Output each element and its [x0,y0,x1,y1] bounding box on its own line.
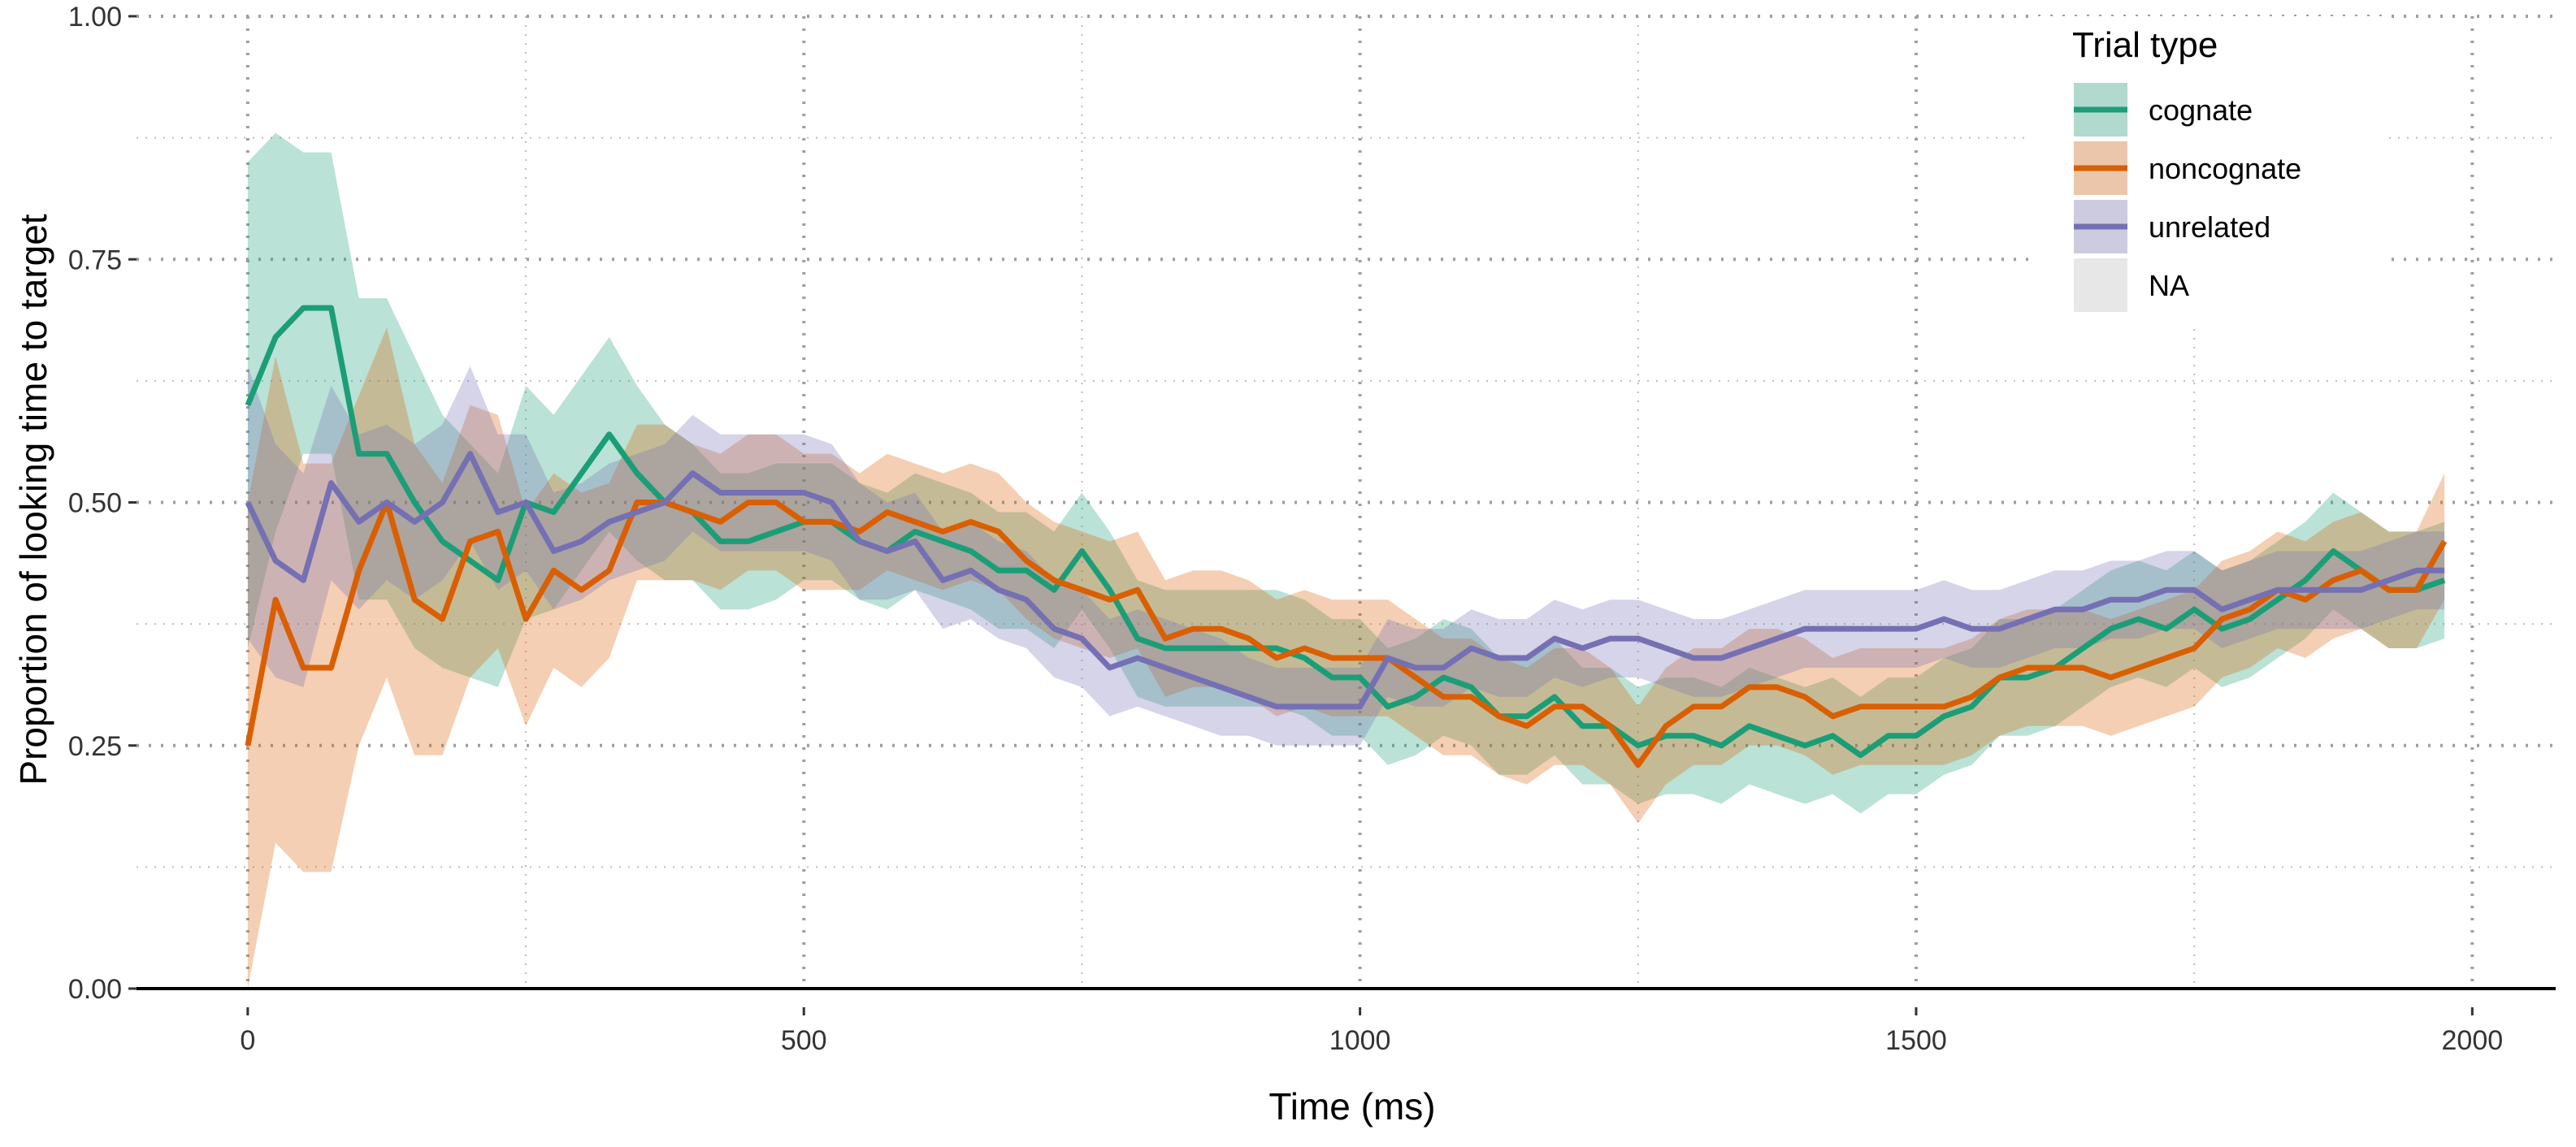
band-unrelated [247,366,2445,746]
line-unrelated [245,451,2445,710]
x-tick-label: 2000 [2442,1025,2504,1056]
x-axis-title: Time (ms) [1268,1085,1435,1128]
x-tick-label: 500 [781,1025,827,1056]
legend-entry-unrelated: unrelated [2074,200,2270,253]
legend-entry-cognate: cognate [2074,83,2253,136]
y-tick-label: 0.50 [68,488,122,519]
line-cognate [245,305,2446,759]
line-noncognate [245,500,2448,768]
y-tick-label: 0.75 [68,245,122,275]
legend-title: Trial type [2072,25,2218,65]
legend-label: noncognate [2149,152,2301,185]
legend-entries: cognate noncognate unrelated NA [2074,83,2301,312]
legend-key-band [2074,258,2127,312]
legend-key-background [2074,258,2127,312]
legend-entry-na: NA [2074,258,2189,312]
x-tick-label: 0 [240,1025,255,1056]
axes: 0.00 0.25 0.50 0.75 1.00 0 500 1000 1500 2000 [68,2,2556,1056]
legend-label: cognate [2149,93,2253,127]
legend-label: NA [2149,269,2189,302]
grid-lines [137,15,2556,990]
legend: Trial type cognate noncognate unrelated NA [2032,16,2389,325]
y-tick-label: 0.25 [68,731,122,762]
legend-label: unrelated [2149,210,2270,244]
legend-entry-noncognate: noncognate [2074,141,2301,195]
series-lines [245,305,2448,768]
x-tick-label: 1500 [1885,1025,1947,1056]
y-axis-title: Proportion of looking time to target [12,214,54,785]
x-tick-label: 1000 [1329,1025,1391,1056]
y-tick-label: 1.00 [68,2,122,32]
y-tick-label: 0.00 [68,974,122,1005]
